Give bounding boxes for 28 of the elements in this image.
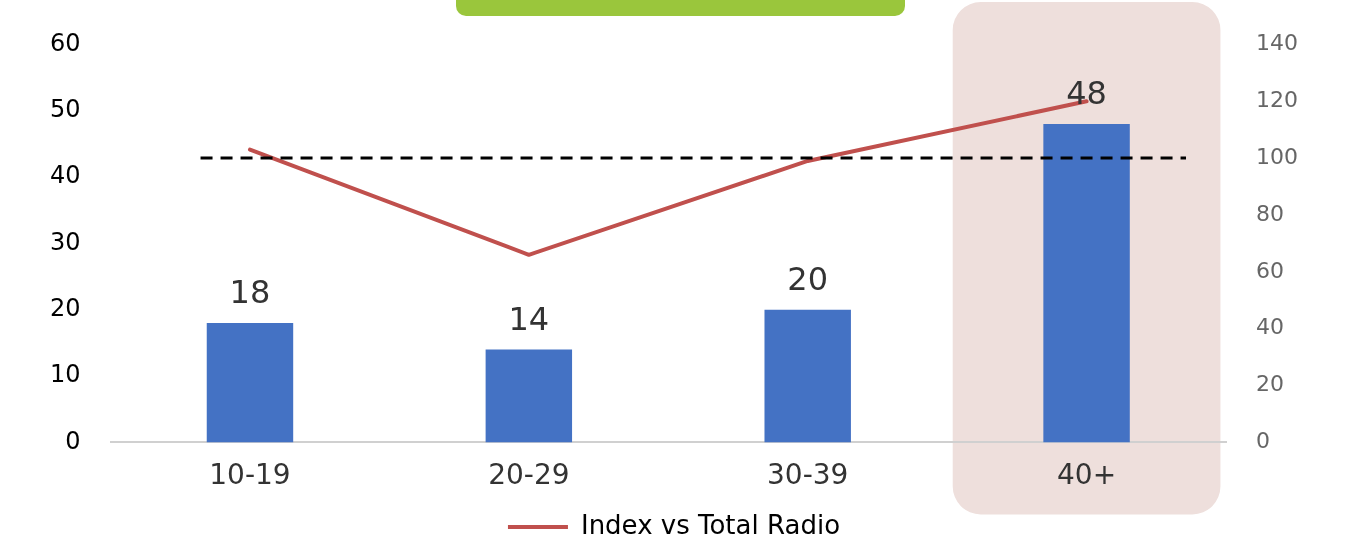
x-tick-label: 30-39 (767, 458, 849, 492)
data-label: 48 (1066, 74, 1107, 113)
y2-tick-label: 60 (1256, 257, 1285, 283)
bar (485, 349, 573, 443)
y-tick-label: 30 (49, 227, 81, 256)
y-tick-label: 10 (49, 360, 81, 389)
y2-tick-label: 140 (1256, 30, 1299, 56)
x-tick-label: 10-19 (209, 458, 291, 492)
data-label: 18 (229, 273, 271, 312)
y2-tick-label: 120 (1256, 86, 1299, 112)
data-label: 14 (508, 299, 550, 338)
x-tick-label: 20-29 (488, 458, 570, 492)
y2-tick-label: 100 (1256, 143, 1299, 169)
y2-tick-label: 40 (1256, 314, 1285, 340)
bar (1043, 124, 1130, 443)
legend-label: Index vs Total Radio (580, 509, 841, 540)
bar (764, 309, 851, 443)
data-label: 20 (787, 260, 829, 299)
y2-tick-label: 0 (1256, 428, 1271, 454)
y2-tick-label: 80 (1256, 200, 1285, 226)
y-tick-label: 40 (49, 161, 81, 190)
y-tick-label: 0 (65, 426, 81, 455)
y-tick-label: 60 (49, 28, 81, 57)
y-tick-label: 50 (49, 94, 81, 123)
x-tick-label: 40+ (1057, 458, 1117, 492)
y-tick-label: 20 (49, 293, 81, 322)
bar (206, 323, 294, 443)
y2-tick-label: 20 (1256, 371, 1285, 397)
